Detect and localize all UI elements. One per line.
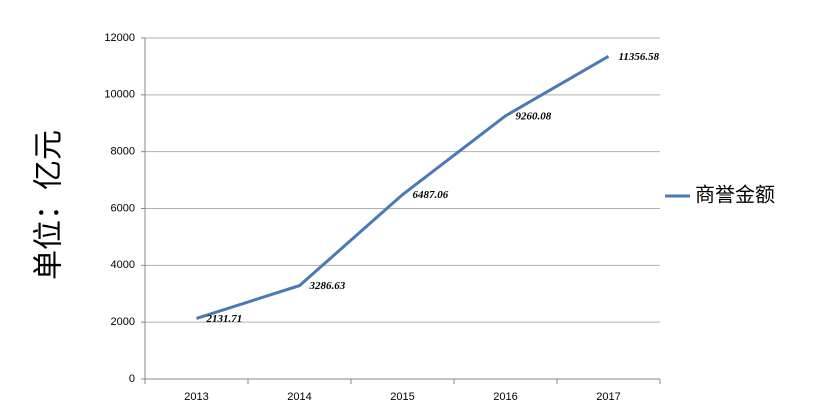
x-tick-label: 2017 [596,391,620,403]
legend-label: 商誉金额 [695,183,775,207]
y-tick-label: 12000 [104,32,135,44]
data-label: 2131.71 [206,313,243,325]
data-label: 9260.08 [516,110,552,122]
x-tick-label: 2016 [493,391,517,403]
y-tick-label: 10000 [104,89,135,101]
data-label: 11356.58 [619,51,660,63]
y-tick-label: 8000 [111,146,135,158]
y-tick-label: 2000 [111,316,135,328]
y-tick-label: 0 [129,373,135,385]
x-tick-label: 2015 [390,391,414,403]
y-tick-label: 6000 [111,202,135,214]
line [196,54,610,320]
y-tick-label: 4000 [111,259,135,271]
x-tick-label: 2014 [287,391,311,403]
y-axis-label: 单位：亿元 [32,130,67,280]
data-label: 6487.06 [413,189,449,201]
data-label: 3286.63 [309,280,346,292]
x-tick-label: 2013 [184,391,208,403]
